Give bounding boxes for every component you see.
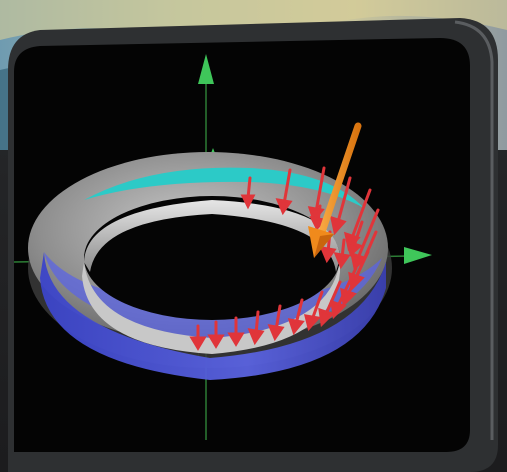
load-arrow: [240, 176, 256, 210]
load-arrow: [275, 168, 293, 216]
background-cloud: [0, 0, 507, 40]
load-arrows: [189, 166, 380, 351]
load-arrow: [349, 208, 380, 272]
resultant-force-arrow: [308, 122, 362, 258]
load-arrow: [267, 304, 285, 342]
load-arrow: [345, 220, 364, 257]
load-arrow: [189, 324, 207, 351]
load-arrow: [329, 176, 352, 236]
bearing-bore: [84, 196, 340, 320]
load-arrow: [330, 266, 358, 320]
load-arrow: [303, 290, 324, 332]
axis-up-arrow-icon: [198, 54, 214, 84]
monitor-bezel-highlight: [454, 20, 494, 440]
axis-right-arrow-icon: [404, 247, 432, 264]
bearing-ring-inner: [84, 200, 340, 272]
load-arrow: [287, 298, 305, 336]
load-arrow: [227, 316, 245, 347]
bearing-load-band: [40, 252, 386, 380]
bearing-highlight-band: [84, 167, 364, 208]
load-arrow: [247, 310, 265, 346]
load-arrow: [318, 280, 342, 328]
load-arrow: [207, 320, 225, 349]
load-arrow: [309, 204, 327, 231]
load-arrow: [333, 238, 351, 270]
